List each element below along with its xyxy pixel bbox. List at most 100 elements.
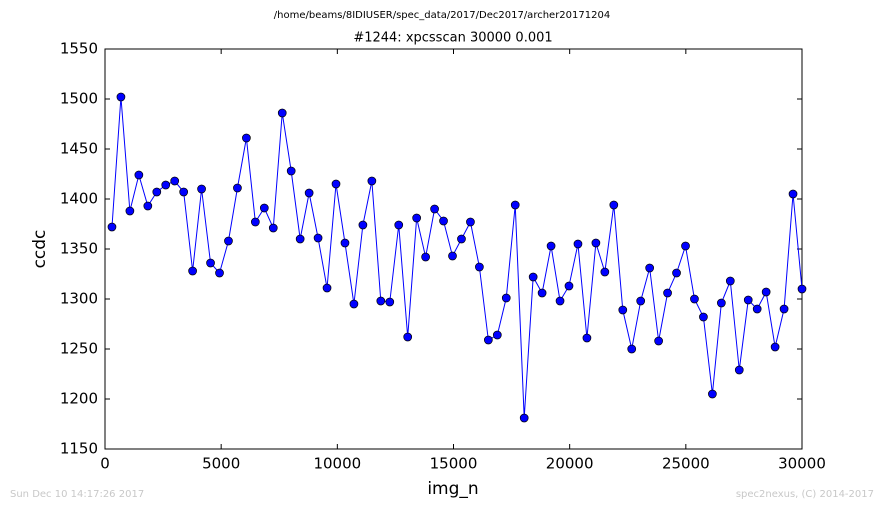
data-point xyxy=(188,266,197,276)
data-point xyxy=(206,258,215,268)
data-point xyxy=(268,223,278,233)
data-point xyxy=(197,184,206,194)
data-point xyxy=(555,296,565,306)
data-point xyxy=(125,206,135,216)
y-tick-label: 1150 xyxy=(60,440,98,458)
data-point xyxy=(385,297,395,307)
data-point xyxy=(779,304,789,314)
data-point xyxy=(484,335,493,345)
data-point xyxy=(322,283,332,293)
data-point xyxy=(788,189,798,199)
y-tick-label: 1300 xyxy=(60,290,98,308)
data-point xyxy=(295,234,305,244)
x-tick-label: 10000 xyxy=(313,455,361,473)
data-point xyxy=(492,330,502,340)
y-tick-label: 1200 xyxy=(60,390,98,408)
data-point xyxy=(224,236,233,246)
data-point xyxy=(340,238,350,248)
x-tick-label: 0 xyxy=(100,455,110,473)
data-point xyxy=(591,238,601,248)
data-point xyxy=(725,276,735,286)
data-point xyxy=(161,180,171,190)
data-point xyxy=(421,252,430,262)
data-point xyxy=(179,187,189,197)
data-point xyxy=(672,268,681,278)
data-point xyxy=(376,296,386,306)
data-point xyxy=(699,312,708,322)
chart-title: #1244: xpcsscan 30000 0.001 xyxy=(353,31,552,46)
x-tick-label: 30000 xyxy=(778,455,826,473)
data-point xyxy=(286,166,296,176)
data-point xyxy=(313,233,323,243)
data-point xyxy=(430,204,439,214)
data-point xyxy=(627,344,637,354)
data-point xyxy=(439,216,448,226)
data-point xyxy=(528,272,538,282)
data-point xyxy=(681,241,690,251)
header: /home/beams/8IDIUSER/spec_data/2017/Dec2… xyxy=(274,10,610,21)
data-point xyxy=(358,220,368,230)
data-point xyxy=(717,298,726,308)
data-point xyxy=(618,305,628,315)
y-tick-label: 1450 xyxy=(60,140,98,158)
data-point xyxy=(770,342,780,352)
data-point xyxy=(636,296,646,306)
data-point xyxy=(349,299,359,309)
data-point xyxy=(304,188,314,198)
data-point xyxy=(457,234,466,244)
y-axis-label: ccdc xyxy=(30,230,50,269)
data-point xyxy=(609,200,619,210)
data-point xyxy=(501,293,511,303)
data-point xyxy=(582,333,592,343)
data-point xyxy=(519,413,529,423)
data-point xyxy=(367,176,377,186)
data-point xyxy=(475,262,484,272)
data-point xyxy=(761,287,771,297)
data-point xyxy=(259,203,269,213)
x-tick-label: 5000 xyxy=(202,455,240,473)
data-point xyxy=(600,267,610,277)
footer-right: spec2nexus, (C) 2014-2017 xyxy=(736,489,874,500)
data-point xyxy=(143,201,153,211)
data-point xyxy=(645,263,655,273)
y-tick-label: 1500 xyxy=(60,90,98,108)
data-point xyxy=(510,200,520,210)
data-line xyxy=(111,96,803,419)
data-point xyxy=(708,389,717,399)
data-point xyxy=(752,304,762,314)
data-point xyxy=(107,222,117,232)
x-tick-label: 20000 xyxy=(546,455,594,473)
data-point xyxy=(215,268,224,278)
data-point xyxy=(233,183,242,193)
data-point xyxy=(277,108,287,118)
data-point xyxy=(466,217,475,227)
y-tick-label: 1400 xyxy=(60,190,98,208)
data-point xyxy=(152,187,162,197)
y-tick-label: 1550 xyxy=(60,40,98,58)
x-tick-label: 15000 xyxy=(430,455,478,473)
data-point xyxy=(743,295,753,305)
data-point xyxy=(734,365,744,375)
x-axis-label: img_n xyxy=(427,479,478,499)
data-point xyxy=(242,133,251,143)
data-point xyxy=(250,217,260,227)
data-point xyxy=(573,239,583,249)
data-point xyxy=(412,213,422,223)
x-tick-label: 25000 xyxy=(662,455,710,473)
y-tick-label: 1250 xyxy=(60,340,98,358)
footer-left: Sun Dec 10 14:17:26 2017 xyxy=(10,489,144,500)
data-point xyxy=(170,176,180,186)
data-point xyxy=(546,241,556,251)
data-point xyxy=(403,332,413,342)
data-point xyxy=(690,294,699,304)
data-point xyxy=(134,170,144,180)
data-point xyxy=(654,336,663,346)
data-point xyxy=(564,281,574,291)
data-point xyxy=(331,179,341,189)
data-point xyxy=(663,288,672,298)
data-point xyxy=(797,284,807,294)
data-point xyxy=(394,220,404,230)
y-tick-label: 1350 xyxy=(60,240,98,258)
data-point xyxy=(537,288,547,298)
